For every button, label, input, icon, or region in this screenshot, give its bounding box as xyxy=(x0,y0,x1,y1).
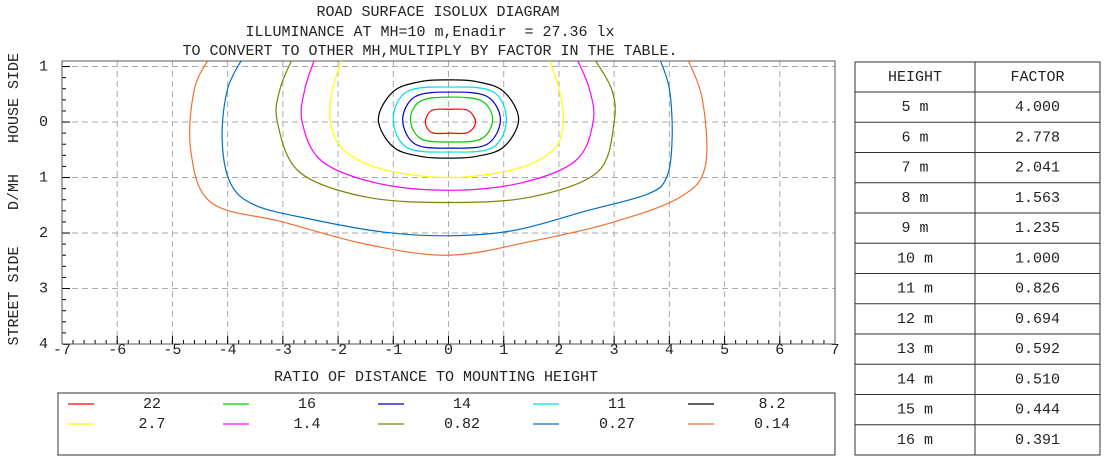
table-cell: 11 m xyxy=(897,281,933,298)
chart-subtitle: ILLUMINANCE AT MH=10 m,Enadir = 27.36 lx xyxy=(245,24,614,41)
table-cell: 4.000 xyxy=(1015,99,1060,116)
x-tick-label: 2 xyxy=(554,342,563,359)
x-tick-label: 5 xyxy=(720,342,729,359)
legend-label: 11 xyxy=(608,396,626,413)
x-tick-label: 3 xyxy=(610,342,619,359)
y-tick-label: 2 xyxy=(39,225,48,242)
y-tick-label: 3 xyxy=(39,280,48,297)
y-tick-label: 1 xyxy=(39,59,48,76)
y-axis-label: HOUSE SIDE xyxy=(6,53,23,143)
x-tick-label: 4 xyxy=(665,342,674,359)
table-cell: 5 m xyxy=(901,99,928,116)
x-axis-label: RATIO OF DISTANCE TO MOUNTING HEIGHT xyxy=(274,369,598,386)
x-tick-label: -5 xyxy=(163,342,181,359)
table-cell: 0.444 xyxy=(1015,402,1060,419)
table-cell: 6 m xyxy=(901,129,928,146)
isolux-line xyxy=(402,91,502,149)
legend-label: 0.82 xyxy=(444,416,480,433)
isolux-line xyxy=(189,61,708,256)
table-cell: 15 m xyxy=(897,402,933,419)
legend-label: 0.27 xyxy=(599,416,635,433)
table-cell: 0.826 xyxy=(1015,281,1060,298)
y-tick-label: 1 xyxy=(39,169,48,186)
table-cell: 0.510 xyxy=(1015,371,1060,388)
x-tick-label: 7 xyxy=(830,342,839,359)
table-cell: 1.235 xyxy=(1015,220,1060,237)
y-axis-label: STREET SIDE xyxy=(6,246,23,345)
x-tick-label: 0 xyxy=(444,342,453,359)
table-frame xyxy=(854,61,1101,456)
isolux-line xyxy=(409,96,494,143)
legend-label: 14 xyxy=(453,396,471,413)
table-cell: 16 m xyxy=(897,432,933,449)
table-cell: 0.592 xyxy=(1015,341,1060,358)
chart-title: ROAD SURFACE ISOLUX DIAGRAM xyxy=(316,4,559,21)
y-tick-label: 0 xyxy=(39,114,48,131)
plot-frame xyxy=(61,60,836,345)
legend-label: 22 xyxy=(143,396,161,413)
isolux-line xyxy=(221,61,673,237)
table-cell: 2.041 xyxy=(1015,160,1060,177)
x-tick-label: -2 xyxy=(329,342,347,359)
x-tick-label: -4 xyxy=(219,342,237,359)
chart-note: TO CONVERT TO OTHER MH,MULTIPLY BY FACTO… xyxy=(182,43,677,60)
table-cell: 1.000 xyxy=(1015,250,1060,267)
table-cell: 8 m xyxy=(901,190,928,207)
table-header: HEIGHT xyxy=(888,69,942,86)
x-tick-label: -6 xyxy=(108,342,126,359)
table-cell: 10 m xyxy=(897,250,933,267)
legend-label: 16 xyxy=(298,396,316,413)
table-cell: 7 m xyxy=(901,160,928,177)
x-tick-label: 1 xyxy=(499,342,508,359)
table-cell: 2.778 xyxy=(1015,129,1060,146)
legend-label: 2.7 xyxy=(138,416,165,433)
isolux-line xyxy=(424,108,477,135)
legend-label: 8.2 xyxy=(758,396,785,413)
x-tick-label: -1 xyxy=(384,342,402,359)
legend-label: 1.4 xyxy=(293,416,320,433)
table-cell: 0.391 xyxy=(1015,432,1060,449)
x-tick-label: 6 xyxy=(775,342,784,359)
isolux-line xyxy=(328,61,565,179)
table-cell: 13 m xyxy=(897,341,933,358)
legend-label: 0.14 xyxy=(754,416,790,433)
table-cell: 1.563 xyxy=(1015,190,1060,207)
y-axis-label: D/MH xyxy=(6,174,23,210)
x-tick-label: -7 xyxy=(53,342,71,359)
x-tick-label: -3 xyxy=(274,342,292,359)
isolux-line xyxy=(300,61,595,191)
legend-box xyxy=(57,392,836,456)
table-cell: 0.694 xyxy=(1015,311,1060,328)
y-tick-label: 4 xyxy=(39,336,48,353)
table-header: FACTOR xyxy=(1010,69,1064,86)
table-cell: 12 m xyxy=(897,311,933,328)
table-cell: 14 m xyxy=(897,371,933,388)
isolux-line xyxy=(392,86,508,153)
table-cell: 9 m xyxy=(901,220,928,237)
isolux-line xyxy=(275,61,616,204)
isolux-line xyxy=(377,79,520,159)
